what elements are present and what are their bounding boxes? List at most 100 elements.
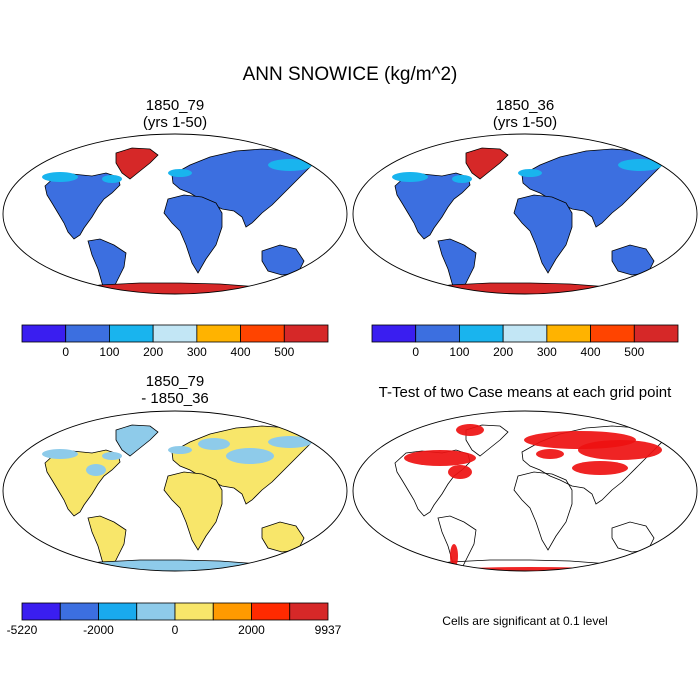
colorbar-tick-label: 0: [62, 345, 69, 359]
map-border: [2, 133, 348, 295]
snow-accent: [42, 172, 78, 182]
diff-accent: [198, 438, 230, 450]
diff-accent: [86, 464, 106, 476]
colorbar-swatch: [240, 324, 285, 343]
landmass-africa: [163, 194, 223, 274]
panel3-title-line1: 1850_79: [145, 373, 205, 390]
colorbar-swatch: [415, 324, 460, 343]
landmass-greenland: [465, 424, 509, 457]
colorbar-tick-label: -2000: [83, 623, 114, 637]
landmass-africa: [513, 194, 573, 274]
map-ttest: [352, 410, 698, 572]
snow-accent: [268, 159, 312, 171]
snow-accent: [42, 449, 78, 459]
panel1-title: 1850_79 (yrs 1-50): [75, 97, 275, 131]
colorbar-swatch: [633, 324, 679, 343]
ttest-title: T-Test of two Case means at each grid po…: [378, 384, 672, 401]
colorbar-tick-label: 300: [537, 345, 557, 359]
landmass-southAmerica: [437, 515, 477, 571]
colorbar-swatch: [590, 324, 635, 343]
panel2-title: 1850_36 (yrs 1-50): [425, 97, 625, 131]
significant-cells: [420, 567, 640, 571]
colorbar-swatch: [174, 602, 214, 621]
colorbar-swatch: [109, 324, 154, 343]
colorbar-case1: 0 100 200 300 400 500: [21, 324, 329, 359]
colorbar-swatch: [136, 602, 176, 621]
landmass-antarctica: [408, 282, 648, 294]
significant-cells: [448, 465, 472, 479]
colorbar-swatch: [152, 324, 198, 343]
landmass-greenland: [465, 147, 509, 180]
colorbar-tick-label: 0: [172, 623, 179, 637]
colorbar-tick-label: 500: [274, 345, 294, 359]
landmass-antarctica: [58, 559, 298, 571]
landmass-africa: [163, 471, 223, 551]
colorbar-swatch: [283, 324, 329, 343]
colorbar-tick-label: 200: [493, 345, 513, 359]
map-border: [2, 410, 348, 572]
landmass-africa: [513, 471, 573, 551]
diff-accent: [226, 448, 274, 464]
figure-title: ANN SNOWICE (kg/m^2): [242, 64, 458, 85]
landmass-northAmerica: [44, 172, 121, 240]
snow-accent: [102, 452, 122, 460]
colorbar-tick-label: 400: [581, 345, 601, 359]
colorbar-difference: -5220 -2000 0 2000 9937: [7, 602, 342, 637]
map-difference: [2, 410, 348, 572]
colorbar-case2: 0 100 200 300 400 500: [371, 324, 679, 359]
snow-accent: [168, 169, 192, 177]
ocean: [353, 411, 697, 571]
landmass-greenland: [115, 147, 159, 180]
snow-accent: [452, 175, 472, 183]
snow-accent: [518, 169, 542, 177]
snow-accent: [268, 436, 312, 448]
colorbar-swatch: [251, 602, 291, 621]
colorbar-tick-label: 0: [412, 345, 419, 359]
snow-accent: [102, 175, 122, 183]
colorbar-swatch: [289, 602, 329, 621]
map-case1: [2, 133, 348, 295]
colorbar-tick-label: 2000: [238, 623, 265, 637]
panel3-title: 1850_79 - 1850_36: [75, 373, 275, 407]
significance-note: Cells are significant at 0.1 level: [442, 614, 608, 628]
colorbar-tick-label: 100: [449, 345, 469, 359]
panel1-title-line2: (yrs 1-50): [142, 114, 208, 131]
colorbar-tick-label: 100: [99, 345, 119, 359]
landmass-eurasia: [521, 425, 667, 505]
panel2-title-line1: 1850_36: [495, 97, 555, 114]
colorbar-swatch: [371, 324, 417, 343]
map-case2: [352, 133, 698, 295]
colorbar-tick-label: 300: [187, 345, 207, 359]
colorbar-tick-label: 9937: [315, 623, 342, 637]
colorbar-swatch: [196, 324, 241, 343]
significant-cells: [572, 461, 628, 475]
significant-cells: [450, 544, 458, 568]
panel2-title-line2: (yrs 1-50): [492, 114, 558, 131]
colorbar-swatch: [546, 324, 591, 343]
significant-cells: [536, 449, 564, 459]
colorbar-swatch: [21, 324, 67, 343]
colorbar-tick-label: 400: [231, 345, 251, 359]
panel1-title-line1: 1850_79: [145, 97, 205, 114]
colorbar-swatch: [65, 324, 110, 343]
significant-cells: [404, 450, 476, 466]
snow-accent: [392, 172, 428, 182]
colorbar-tick-label: 200: [143, 345, 163, 359]
colorbar-tick-label: -5220: [7, 623, 38, 637]
map-border: [352, 410, 698, 572]
landmass-antarctica: [58, 282, 298, 294]
snow-accent: [618, 159, 662, 171]
colorbar-swatch: [59, 602, 99, 621]
colorbar-swatch: [212, 602, 252, 621]
colorbar-swatch: [98, 602, 138, 621]
map-border: [352, 133, 698, 295]
landmass-greenland: [115, 424, 159, 457]
colorbar-swatch: [21, 602, 61, 621]
colorbar-tick-label: 500: [624, 345, 644, 359]
significant-cells: [578, 440, 662, 460]
landmass-northAmerica: [394, 172, 471, 240]
colorbar-swatch: [459, 324, 504, 343]
colorbar-swatch: [502, 324, 548, 343]
significant-cells: [456, 424, 484, 436]
panel3-title-line2: - 1850_36: [141, 390, 209, 407]
